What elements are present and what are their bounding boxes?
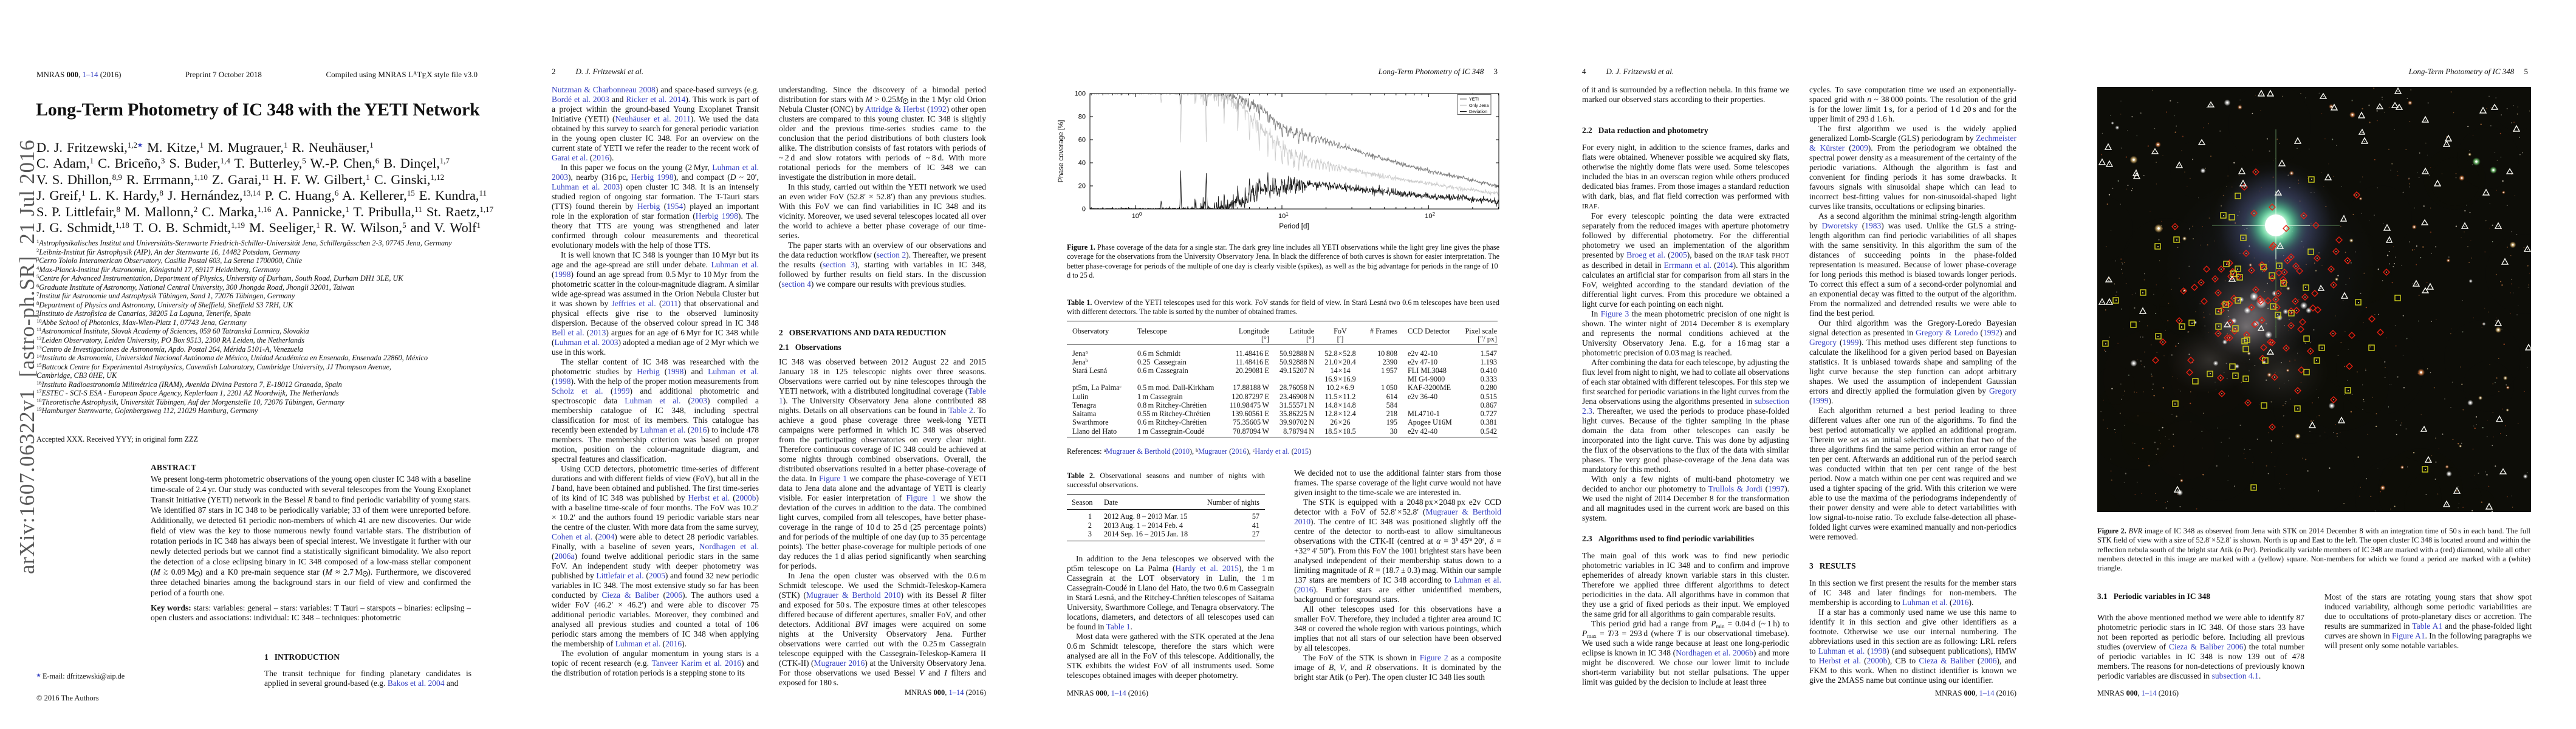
svg-text:Only Jena: Only Jena	[1469, 103, 1488, 108]
svg-text:Deviation: Deviation	[1469, 109, 1487, 114]
svg-text:YETI: YETI	[1469, 97, 1479, 102]
svg-text:40: 40	[1078, 160, 1086, 167]
svg-text:0: 0	[1082, 206, 1086, 213]
svg-text:100: 100	[1075, 91, 1086, 98]
svg-text:Period [d]: Period [d]	[1279, 223, 1309, 230]
svg-text:80: 80	[1078, 114, 1086, 121]
svg-text:20: 20	[1078, 183, 1086, 190]
svg-text:60: 60	[1078, 137, 1086, 144]
svg-text:Phase coverage [%]: Phase coverage [%]	[1058, 120, 1065, 183]
